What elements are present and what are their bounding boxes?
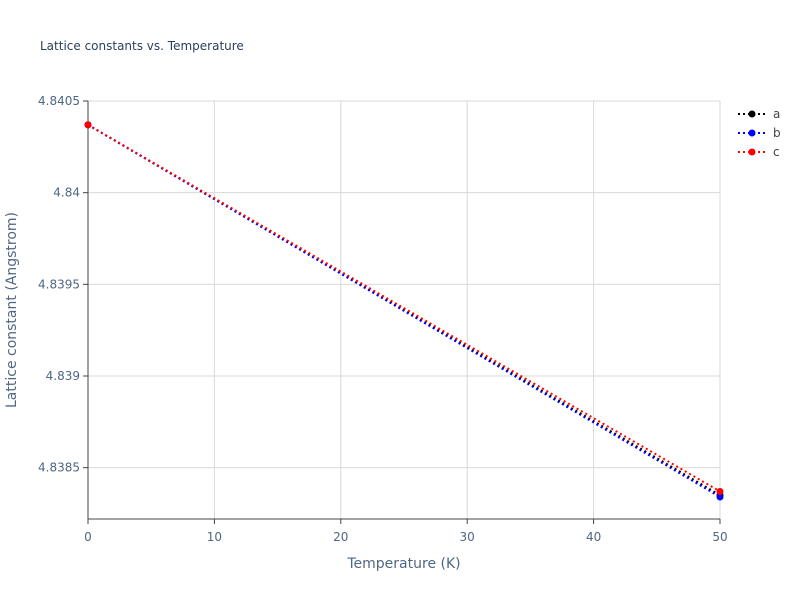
x-tick-label: 50 (712, 530, 727, 544)
legend-marker (748, 110, 756, 118)
series-line (87, 123, 721, 493)
y-tick-label: 4.8405 (38, 94, 80, 108)
data-point (716, 493, 724, 501)
y-axis-title: Lattice constant (Angstrom) (4, 212, 20, 408)
legend-marker (748, 148, 756, 156)
legend-marker (748, 129, 756, 137)
x-tick-label: 40 (586, 530, 601, 544)
y-tick-label: 4.84 (53, 186, 80, 200)
data-point (84, 121, 92, 129)
x-tick-label: 30 (460, 530, 475, 544)
y-tick-label: 4.8385 (38, 461, 80, 475)
y-tick-label: 4.8395 (38, 277, 80, 291)
legend-label: a (773, 107, 780, 121)
x-tick-label: 10 (207, 530, 222, 544)
data-point (716, 488, 724, 495)
y-tick-label: 4.839 (46, 369, 80, 383)
x-axis-title: Temperature (K) (346, 556, 460, 572)
legend-label: c (773, 145, 780, 159)
chart-title: Lattice constants vs. Temperature (40, 39, 244, 53)
x-tick-label: 0 (84, 530, 92, 544)
x-tick-label: 20 (333, 530, 348, 544)
series-line (87, 123, 721, 498)
legend-label: b (773, 126, 781, 140)
